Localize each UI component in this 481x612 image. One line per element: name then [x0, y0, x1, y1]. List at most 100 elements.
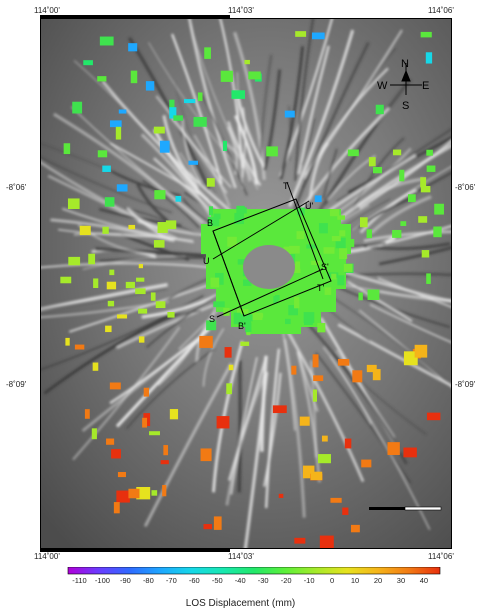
insar-pixel [206, 178, 215, 187]
insar-pixel [293, 268, 301, 273]
lat-label-right-lower: -8˚09' [455, 380, 476, 389]
relief-streak [314, 352, 412, 484]
insar-pixel [150, 292, 156, 301]
insar-pixel [266, 146, 278, 157]
relief-streak [145, 294, 219, 349]
insar-pixel [142, 417, 148, 428]
insar-pixel [331, 236, 341, 242]
insar-pixel [426, 412, 441, 421]
insar-pixel [223, 307, 230, 316]
relief-streak [109, 329, 210, 405]
insar-pixel [117, 314, 128, 319]
relief-streak [125, 347, 216, 430]
insar-pixel [79, 225, 91, 236]
map-canvas: B B' T T' U U' S S' N S E W [41, 19, 451, 548]
insar-pixel [311, 32, 325, 40]
insar-pixel [244, 59, 250, 65]
relief-streak [301, 118, 316, 166]
insar-pixel [421, 250, 430, 258]
insar-pixel [169, 107, 177, 119]
insar-pixel [414, 344, 428, 358]
colorbar-tick-3: -80 [142, 576, 154, 585]
insar-pixel [109, 269, 115, 276]
relief-streak [369, 303, 451, 343]
lon-label-top-center: 114˚03' [228, 6, 254, 15]
relief-streak [53, 112, 204, 226]
insar-pixel [106, 281, 117, 290]
scale-bar [369, 506, 442, 511]
insar-pixel [339, 230, 346, 237]
insar-pixel [226, 383, 232, 395]
insar-pixel [128, 224, 136, 230]
colorbar-tick-4: -70 [165, 576, 177, 585]
graticule-bottom-left [40, 549, 230, 552]
relief-streak [323, 123, 378, 206]
scale-bar-segment-2 [404, 506, 442, 511]
insar-pixel [342, 507, 349, 515]
insar-pixel [93, 278, 99, 289]
insar-pixel [337, 275, 345, 286]
insar-pixel [361, 459, 372, 468]
colorbar-tick-7: -40 [234, 576, 246, 585]
insar-pixel [213, 516, 222, 530]
insar-pixel [115, 126, 122, 140]
colorbar-tick-1: -100 [94, 576, 110, 585]
insar-pixel [236, 205, 245, 214]
insar-pixel [324, 287, 332, 295]
insar-pixel [426, 165, 436, 172]
relief-streak [241, 107, 246, 178]
relief-streak [293, 41, 370, 210]
insar-pixel [358, 292, 363, 301]
relief-streak [283, 338, 306, 518]
insar-pixel [128, 43, 138, 52]
insar-pixel [347, 238, 355, 247]
profile-label-u-end: U' [305, 201, 313, 211]
insar-pixel [329, 209, 339, 217]
insar-pixel [222, 140, 228, 151]
relief-streak [366, 224, 451, 249]
compass-west: W [377, 80, 388, 92]
colorbar-tick-2: -90 [119, 576, 131, 585]
relief-streak [202, 328, 225, 387]
insar-pixel [207, 216, 220, 227]
relief-streak [181, 119, 202, 184]
insar-pixel [116, 184, 128, 192]
insar-pixel [323, 247, 335, 254]
insar-pixel [165, 220, 177, 230]
profile-label-t-start: T [283, 181, 289, 191]
insar-pixel [231, 90, 245, 99]
insar-pixel [167, 311, 175, 318]
insar-pixel [184, 99, 196, 104]
insar-pixel [99, 36, 114, 46]
insar-pixel [136, 486, 151, 500]
insar-pixel [84, 409, 90, 419]
insar-pixel [248, 71, 261, 80]
insar-pixel [319, 535, 334, 548]
colorbar-tick-13: 20 [373, 576, 383, 585]
insar-pixel [197, 92, 203, 102]
insar-pixel [272, 405, 287, 414]
lon-label-bottom-right: 114˚06' [428, 552, 454, 561]
insar-pixel [67, 198, 80, 210]
insar-pixel [246, 324, 301, 334]
profile-line-s [216, 268, 324, 318]
insar-pixel [228, 364, 234, 371]
compass-north: N [401, 58, 409, 70]
insar-pixel [159, 140, 170, 153]
relief-streak [41, 294, 204, 371]
insar-pixel [426, 149, 433, 156]
insar-pixel [375, 104, 384, 115]
insar-pixel [243, 279, 252, 286]
insar-pixel [155, 301, 166, 309]
insar-pixel [294, 296, 300, 309]
insar-pixel [312, 354, 319, 368]
profile-label-t-end: T' [317, 283, 324, 293]
insar-pixel [138, 264, 143, 269]
relief-streak [109, 142, 209, 200]
relief-streak [157, 305, 218, 386]
insar-pixel [111, 449, 121, 459]
insar-pixel [106, 438, 115, 445]
relief-streak [111, 170, 181, 197]
insar-pixel [240, 341, 250, 346]
relief-streak [141, 179, 201, 229]
